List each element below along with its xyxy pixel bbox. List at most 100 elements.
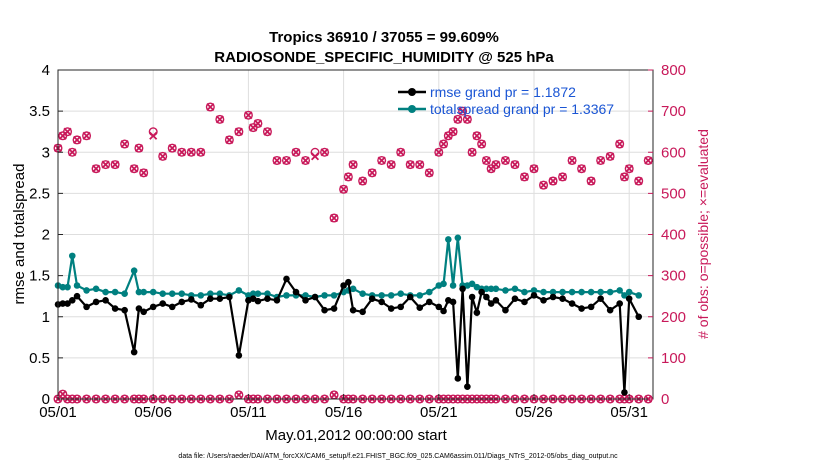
rmse-series-point <box>340 282 347 289</box>
totalspread-series-point <box>168 290 176 298</box>
rmse-series-point <box>530 292 538 299</box>
obs-possible-point <box>415 160 425 170</box>
rmse-series-point <box>102 297 109 304</box>
legend-label-spread: totalspread grand pr = 1.3367 <box>430 101 614 117</box>
rmse-series-point <box>207 295 214 302</box>
totalspread-series-point <box>254 290 262 298</box>
totalspread-series-point <box>216 290 224 298</box>
totalspread-series-point <box>559 288 566 296</box>
obs-possible-point <box>167 143 177 153</box>
obs-possible-point <box>643 155 653 165</box>
totalspread-series-point <box>621 292 628 299</box>
totalspread-series-point <box>149 288 157 296</box>
obs-evaluated-point <box>63 127 72 136</box>
y-axis-label-right: # of obs: o=possible; ×=evaluated <box>695 129 711 339</box>
obs-possible-point <box>367 168 377 178</box>
totalspread-series-point <box>121 290 128 298</box>
obs-evaluated-point <box>425 168 434 177</box>
totalspread-series-point <box>140 288 147 296</box>
obs-evaluated-point <box>568 156 577 165</box>
totalspread-series-point <box>511 285 519 293</box>
y-right-tick-label: 800 <box>661 62 686 79</box>
obs-evaluated-point <box>68 148 77 157</box>
obs-evaluated-point <box>311 152 320 161</box>
obs-possible-point <box>615 139 625 149</box>
totalspread-series-point <box>616 287 623 294</box>
rmse-series-point <box>302 297 309 304</box>
obs-evaluated-point <box>139 168 148 177</box>
obs-evaluated-point <box>634 177 643 186</box>
rmse-series-point <box>440 307 447 315</box>
obs-evaluated-point <box>111 160 120 169</box>
y-tick-label: 4 <box>42 62 50 79</box>
obs-evaluated-point <box>196 148 205 157</box>
rmse-series-point <box>597 295 604 302</box>
totalspread-series-point <box>197 292 205 299</box>
obs-evaluated-point <box>625 164 634 173</box>
x-tick-label: 05/01 <box>39 404 77 421</box>
obs-possible-point <box>467 147 477 157</box>
rmse-series-point <box>73 292 81 300</box>
totalspread-series-point <box>135 288 143 296</box>
obs-evaluated-point <box>377 156 386 165</box>
rmse-series-point <box>454 375 462 382</box>
y-tick-label: 3 <box>42 144 50 161</box>
obs-possible-point <box>434 147 444 157</box>
rmse-series-point <box>140 308 147 316</box>
obs-possible-point <box>129 164 139 174</box>
totalspread-series-point <box>178 290 186 298</box>
totalspread-series-point <box>64 283 71 291</box>
obs-evaluated-point <box>134 144 143 153</box>
y-right-tick-label: 600 <box>661 144 686 161</box>
obs-evaluated-point <box>387 160 396 169</box>
obs-possible-point <box>377 155 387 165</box>
totalspread-series-point <box>397 290 405 298</box>
y-right-tick-label: 200 <box>661 309 686 326</box>
totalspread-series-point <box>454 234 462 242</box>
obs-possible-point <box>262 127 272 137</box>
obs-evaluated-point <box>320 148 329 157</box>
rmse-series-point <box>254 297 262 305</box>
obs-possible-point <box>205 102 215 112</box>
legend-marker-rmse <box>408 88 416 96</box>
obs-evaluated-point <box>101 160 110 169</box>
obs-evaluated-point <box>82 131 91 140</box>
rmse-series-point <box>235 352 243 359</box>
obs-possible-point <box>58 389 68 399</box>
obs-possible-point <box>448 127 458 137</box>
obs-possible-point <box>472 131 482 141</box>
obs-evaluated-point <box>92 164 101 173</box>
chart-subtitle: RADIOSONDE_SPECIFIC_HUMIDITY @ 525 hPa <box>214 49 554 66</box>
totalspread-series-point <box>349 285 357 293</box>
totalspread-series-point <box>578 288 585 296</box>
obs-possible-point <box>548 176 558 186</box>
obs-evaluated-point <box>472 131 481 140</box>
legend-entry-rmse: rmse grand pr = 1.1872 <box>398 84 576 100</box>
x-tick-label: 05/11 <box>230 404 266 421</box>
obs-evaluated-point <box>449 127 458 136</box>
rmse-series-point <box>68 297 76 304</box>
obs-evaluated-point <box>510 160 519 169</box>
totalspread-series-point <box>597 288 604 296</box>
obs-possible-point <box>215 114 225 124</box>
totalspread-series-point <box>130 267 138 274</box>
totalspread-series-point <box>483 285 490 293</box>
rmse-series-point <box>606 306 614 314</box>
obs-evaluated-point <box>120 139 129 149</box>
totalspread-series-point <box>449 282 457 289</box>
y-ticks-right: 0 100 200 300 400 500 600 700 800 <box>648 62 686 408</box>
obs-possible-point <box>462 114 472 124</box>
totalspread-series-point <box>330 292 338 299</box>
obs-evaluated-point <box>406 160 415 169</box>
obs-possible-point <box>577 164 587 174</box>
obs-evaluated-point <box>301 156 310 165</box>
obs-possible-point <box>234 127 244 137</box>
obs-evaluated-point <box>434 148 443 157</box>
y-tick-label: 3.5 <box>29 103 50 120</box>
rmse-series-point <box>83 303 90 311</box>
totalspread-series-point <box>59 283 67 291</box>
y-tick-label: 2.5 <box>29 185 50 202</box>
obs-evaluated-point <box>415 160 424 169</box>
x-tick-label: 05/16 <box>325 404 363 421</box>
